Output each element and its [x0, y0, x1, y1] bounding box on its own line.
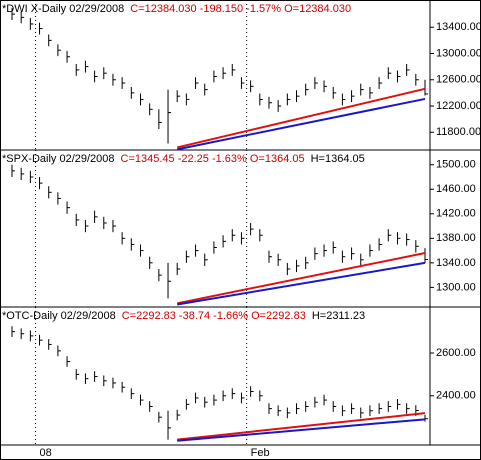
header-part: H=1364.05 [311, 153, 365, 165]
x-tick-label: 08 [40, 447, 52, 459]
header-part: C=1345.45 -22.25 -1.63% O=1364.05 [121, 153, 305, 165]
panel-header: *OTC-Daily 02/29/2008 C=2292.83 -38.74 -1… [2, 310, 365, 322]
y-tick-label: 1420.00 [436, 208, 476, 220]
y-tick-label: 11800.00 [436, 126, 481, 138]
header-part: *DWI X-Daily 02/29/2008 [2, 3, 124, 15]
header-part: *SPX-Daily 02/29/2008 [2, 153, 115, 165]
y-tick-label: 13000.00 [436, 47, 481, 59]
y-tick-label: 2400.00 [436, 390, 476, 402]
y-tick-label: 1340.00 [436, 257, 476, 269]
panel-header: *DWI X-Daily 02/29/2008 C=12384.030 -198.… [2, 3, 351, 15]
trendline [177, 412, 426, 441]
trendline [177, 261, 426, 306]
trendline [177, 418, 426, 442]
trendline [177, 252, 426, 305]
trendline [177, 97, 426, 151]
y-tick-label: 1300.00 [436, 281, 476, 293]
trendline [176, 87, 426, 149]
y-tick-label: 12200.00 [436, 100, 481, 112]
header-part: C=12384.030 -198.150 -1.57% O=12384.030 [130, 3, 351, 15]
header-part: H=2311.23 [312, 310, 365, 322]
y-tick-label: 1460.00 [436, 183, 476, 195]
y-tick-label: 2600.00 [436, 347, 476, 359]
y-tick-label: 1500.00 [436, 159, 476, 171]
header-part: C=2292.83 -38.74 -1.66% O=2292.83 [122, 310, 306, 322]
y-tick-label: 13400.00 [436, 21, 481, 33]
panel-header: *SPX-Daily 02/29/2008 C=1345.45 -22.25 -1… [2, 153, 365, 165]
header-part: *OTC-Daily 02/29/2008 [2, 310, 116, 322]
x-tick-label: Feb [251, 447, 270, 459]
y-tick-label: 12600.00 [436, 74, 481, 86]
y-tick-label: 1380.00 [436, 232, 476, 244]
